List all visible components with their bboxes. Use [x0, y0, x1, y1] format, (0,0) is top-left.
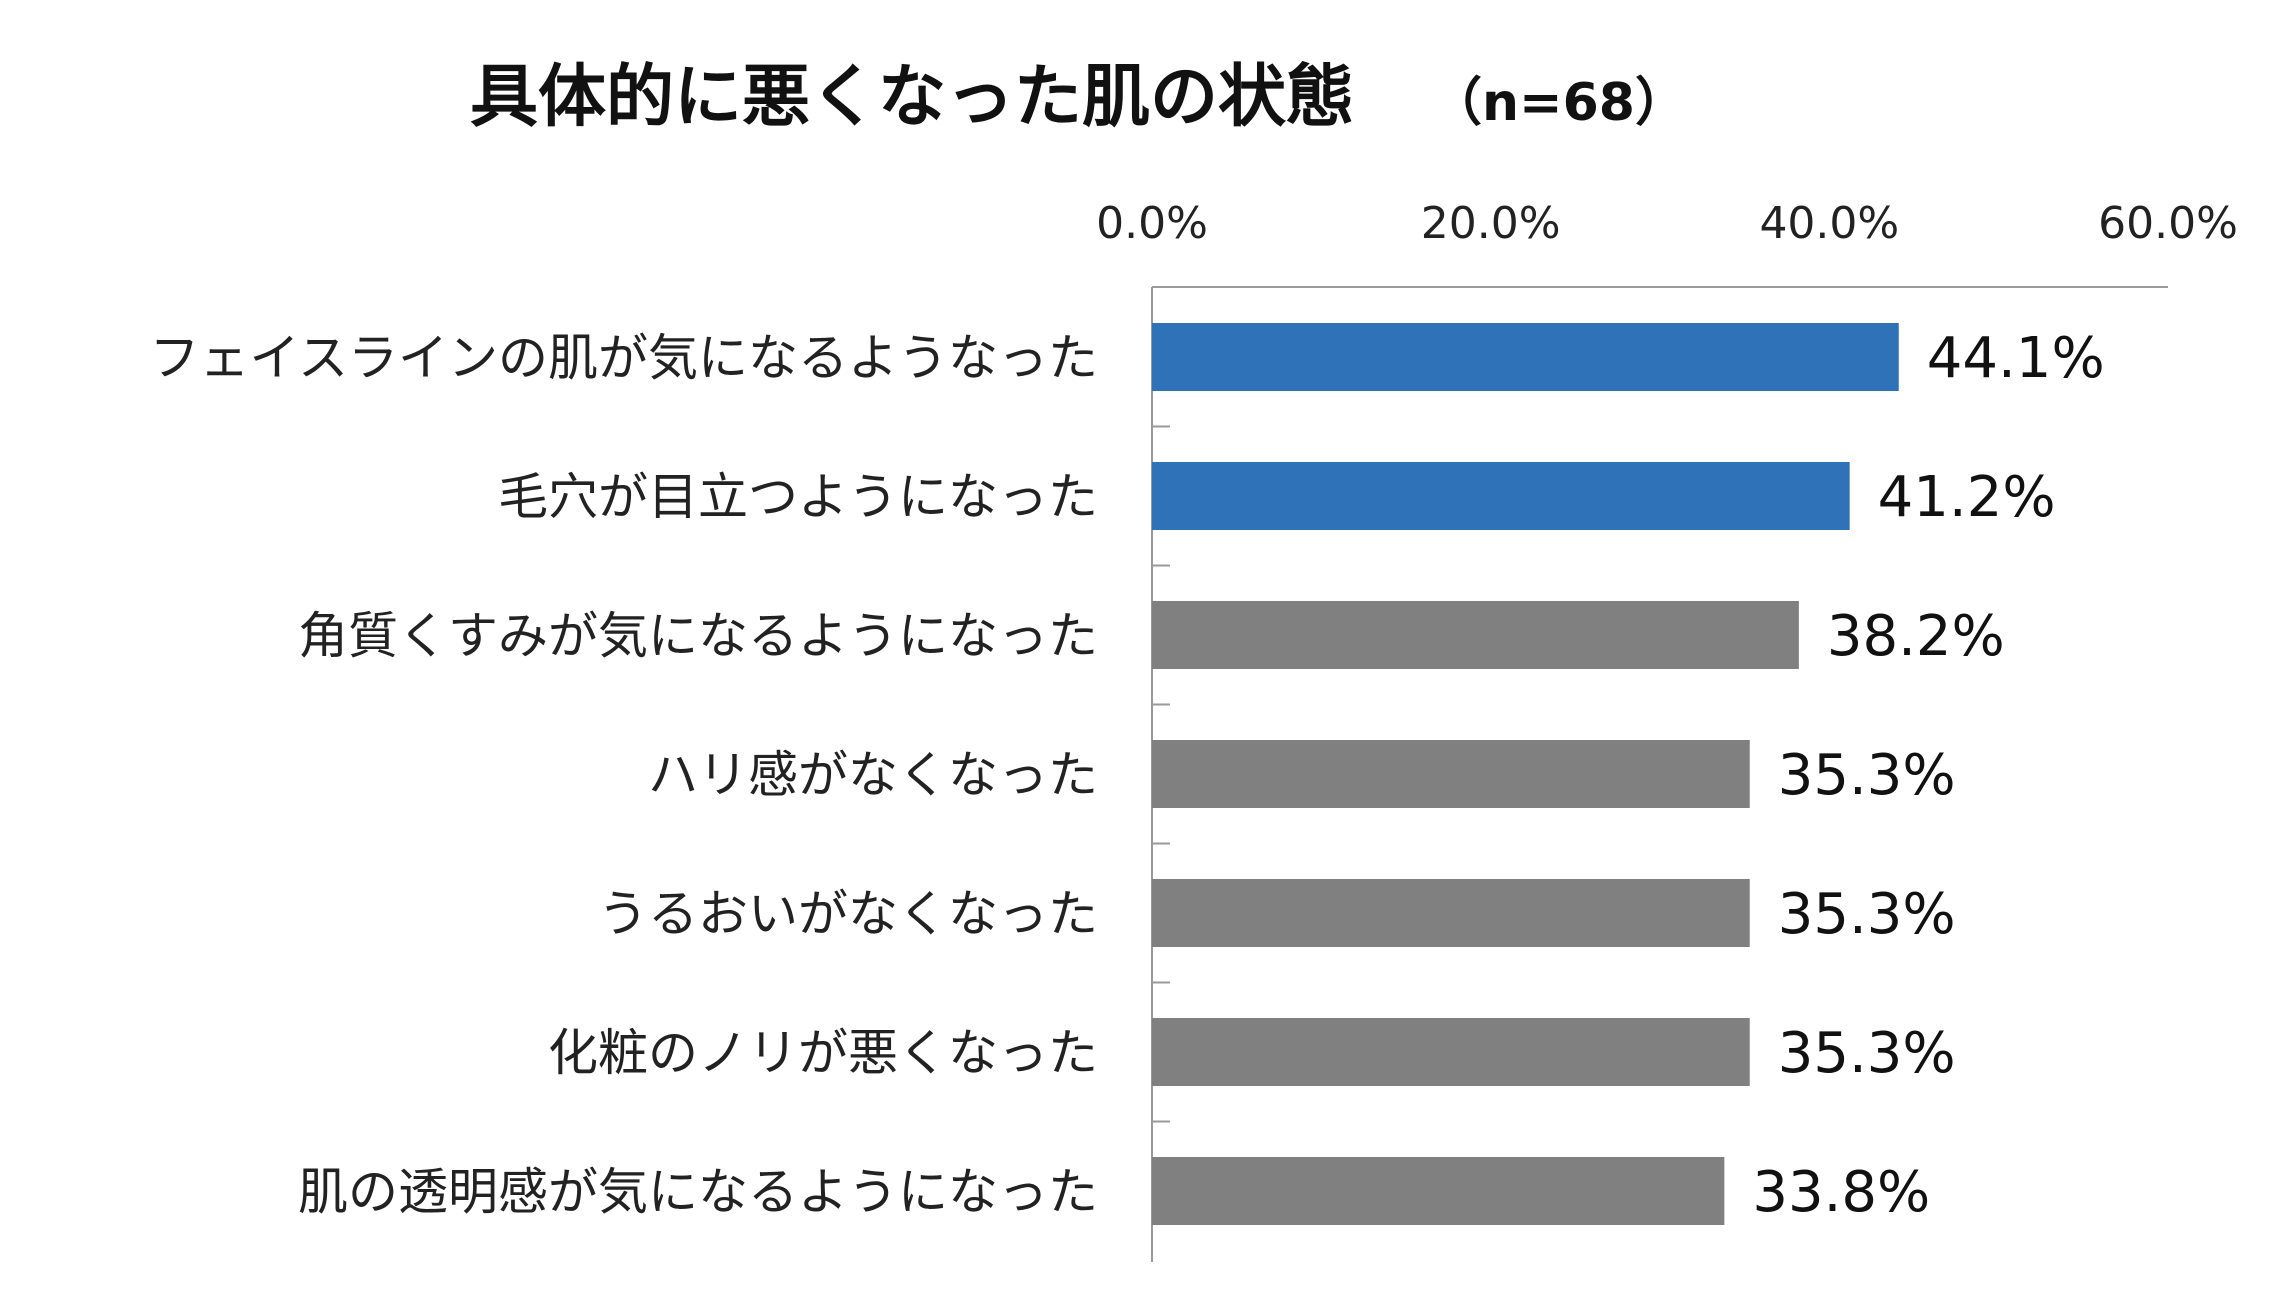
bar [1152, 323, 1899, 391]
x-tick-label: 60.0% [2098, 198, 2238, 249]
chart-title: 具体的に悪くなった肌の状態 （n=68） [470, 58, 1687, 137]
category-label: 角質くすみが気になるようになった [298, 607, 1098, 665]
bar [1152, 601, 1799, 669]
bar [1152, 1157, 1725, 1225]
category-label: 化粧のノリが悪くなった [548, 1024, 1098, 1082]
x-tick-label: 40.0% [1759, 198, 1899, 249]
data-label: 35.3% [1778, 1021, 1956, 1086]
chart-title-main: 具体的に悪くなった肌の状態 [470, 58, 1354, 137]
x-tick-label: 20.0% [1421, 198, 1561, 249]
category-label: ハリ感がなくなった [648, 746, 1098, 804]
chart-title-subtitle: （n=68） [1430, 73, 1687, 133]
category-label: フェイスラインの肌が気になるようなった [150, 329, 1099, 387]
category-label: うるおいがなくなった [598, 885, 1098, 943]
x-axis-ticks: 0.0% 20.0% 40.0% 60.0% [1096, 198, 2238, 249]
bars [1152, 323, 1899, 1225]
bar [1152, 879, 1750, 947]
data-label: 38.2% [1827, 604, 2005, 669]
data-label: 35.3% [1778, 743, 1956, 808]
category-labels: フェイスラインの肌が気になるようなった毛穴が目立つようになった角質くすみが気にな… [150, 329, 1099, 1221]
bar [1152, 740, 1750, 808]
category-label: 毛穴が目立つようになった [498, 468, 1098, 526]
data-label: 33.8% [1752, 1160, 1930, 1225]
category-label: 肌の透明感が気になるようになった [298, 1163, 1098, 1221]
data-labels: 44.1% 41.2% 38.2% 35.3% 35.3% 35.3% 33.8% [1752, 326, 2104, 1225]
x-tick-label: 0.0% [1096, 198, 1208, 249]
data-label: 41.2% [1878, 465, 2056, 530]
bar [1152, 1018, 1750, 1086]
bar [1152, 462, 1850, 530]
data-label: 44.1% [1927, 326, 2105, 391]
data-label: 35.3% [1778, 882, 1956, 947]
